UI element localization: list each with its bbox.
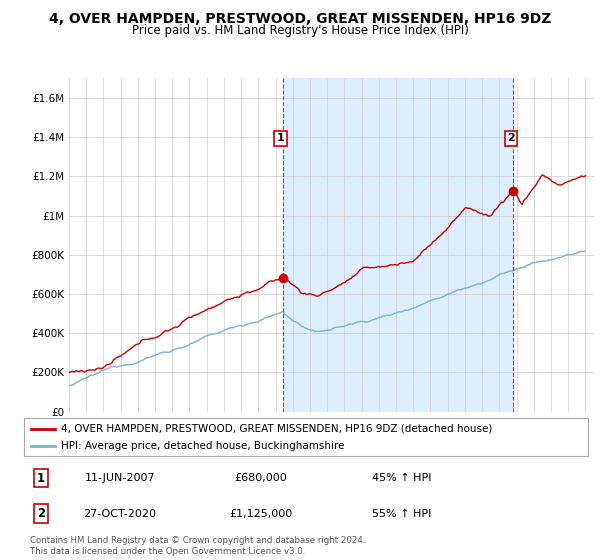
Text: 2: 2 (507, 133, 515, 143)
Text: 2: 2 (37, 507, 45, 520)
Text: £1,125,000: £1,125,000 (229, 508, 293, 519)
Text: Contains HM Land Registry data © Crown copyright and database right 2024.
This d: Contains HM Land Registry data © Crown c… (30, 536, 365, 556)
Text: 4, OVER HAMPDEN, PRESTWOOD, GREAT MISSENDEN, HP16 9DZ: 4, OVER HAMPDEN, PRESTWOOD, GREAT MISSEN… (49, 12, 551, 26)
Text: 1: 1 (37, 472, 45, 485)
Text: HPI: Average price, detached house, Buckinghamshire: HPI: Average price, detached house, Buck… (61, 441, 344, 451)
Text: 1: 1 (277, 133, 284, 143)
Text: 27-OCT-2020: 27-OCT-2020 (83, 508, 157, 519)
Text: 45% ↑ HPI: 45% ↑ HPI (372, 473, 431, 483)
Text: 4, OVER HAMPDEN, PRESTWOOD, GREAT MISSENDEN, HP16 9DZ (detached house): 4, OVER HAMPDEN, PRESTWOOD, GREAT MISSEN… (61, 423, 492, 433)
Text: 55% ↑ HPI: 55% ↑ HPI (372, 508, 431, 519)
Text: £680,000: £680,000 (235, 473, 287, 483)
Text: Price paid vs. HM Land Registry's House Price Index (HPI): Price paid vs. HM Land Registry's House … (131, 24, 469, 36)
Bar (283, 78, 514, 412)
Text: 11-JUN-2007: 11-JUN-2007 (85, 473, 155, 483)
